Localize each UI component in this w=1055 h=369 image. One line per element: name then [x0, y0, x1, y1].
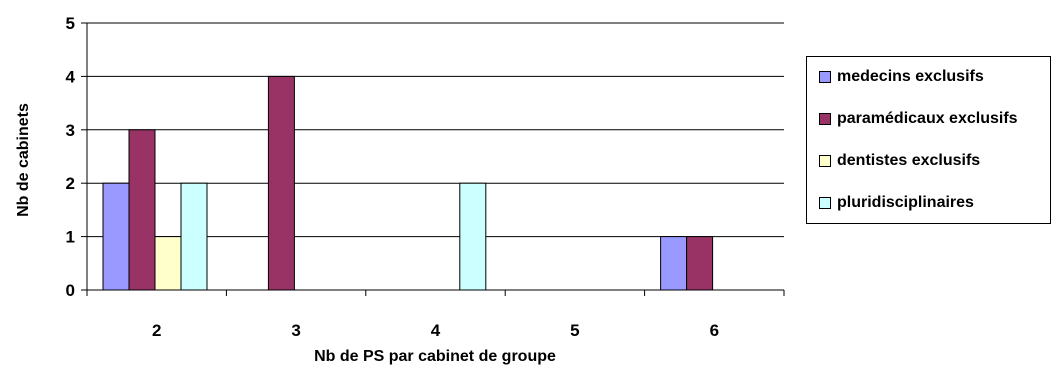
legend-swatch — [819, 155, 831, 167]
legend-swatch — [819, 113, 831, 125]
bar — [459, 182, 487, 291]
legend-swatch — [819, 71, 831, 83]
y-tick-label: 3 — [66, 121, 75, 140]
y-tick-label: 4 — [66, 67, 76, 86]
x-tick-label: 3 — [291, 321, 300, 340]
bar — [102, 182, 130, 291]
bar — [686, 236, 714, 291]
x-tick-label: 4 — [431, 321, 441, 340]
bar — [180, 182, 208, 291]
bar — [267, 75, 295, 291]
y-tick-label: 5 — [66, 14, 75, 33]
axes: 0 1 2 3 4 5 2 3 4 5 6 — [66, 14, 785, 340]
legend-swatch — [819, 197, 831, 209]
bar — [128, 129, 156, 291]
y-tick-label: 0 — [66, 281, 75, 300]
x-tick-label: 5 — [570, 321, 579, 340]
bar — [154, 236, 182, 291]
legend-label: medecins exclusifs — [837, 68, 984, 85]
y-axis-title: Nb de cabinets — [15, 103, 32, 217]
bar — [660, 236, 688, 291]
legend: medecins exclusifs paramédicaux exclusif… — [806, 56, 1051, 224]
legend-item-pluridisciplinaires: pluridisciplinaires — [819, 193, 974, 213]
y-tick-label: 2 — [66, 174, 75, 193]
x-tick-label: 2 — [152, 321, 161, 340]
legend-label: pluridisciplinaires — [837, 194, 974, 211]
bars — [102, 75, 714, 291]
legend-item-paramedicaux-exclusifs: paramédicaux exclusifs — [819, 109, 1018, 129]
y-tick-label: 1 — [66, 228, 75, 247]
x-axis-title: Nb de PS par cabinet de groupe — [314, 348, 556, 365]
legend-label: dentistes exclusifs — [837, 152, 981, 169]
x-tick-label: 6 — [710, 321, 719, 340]
legend-label: paramédicaux exclusifs — [837, 110, 1018, 127]
legend-item-dentistes-exclusifs: dentistes exclusifs — [819, 151, 980, 171]
legend-item-medecins-exclusifs: medecins exclusifs — [819, 67, 984, 87]
